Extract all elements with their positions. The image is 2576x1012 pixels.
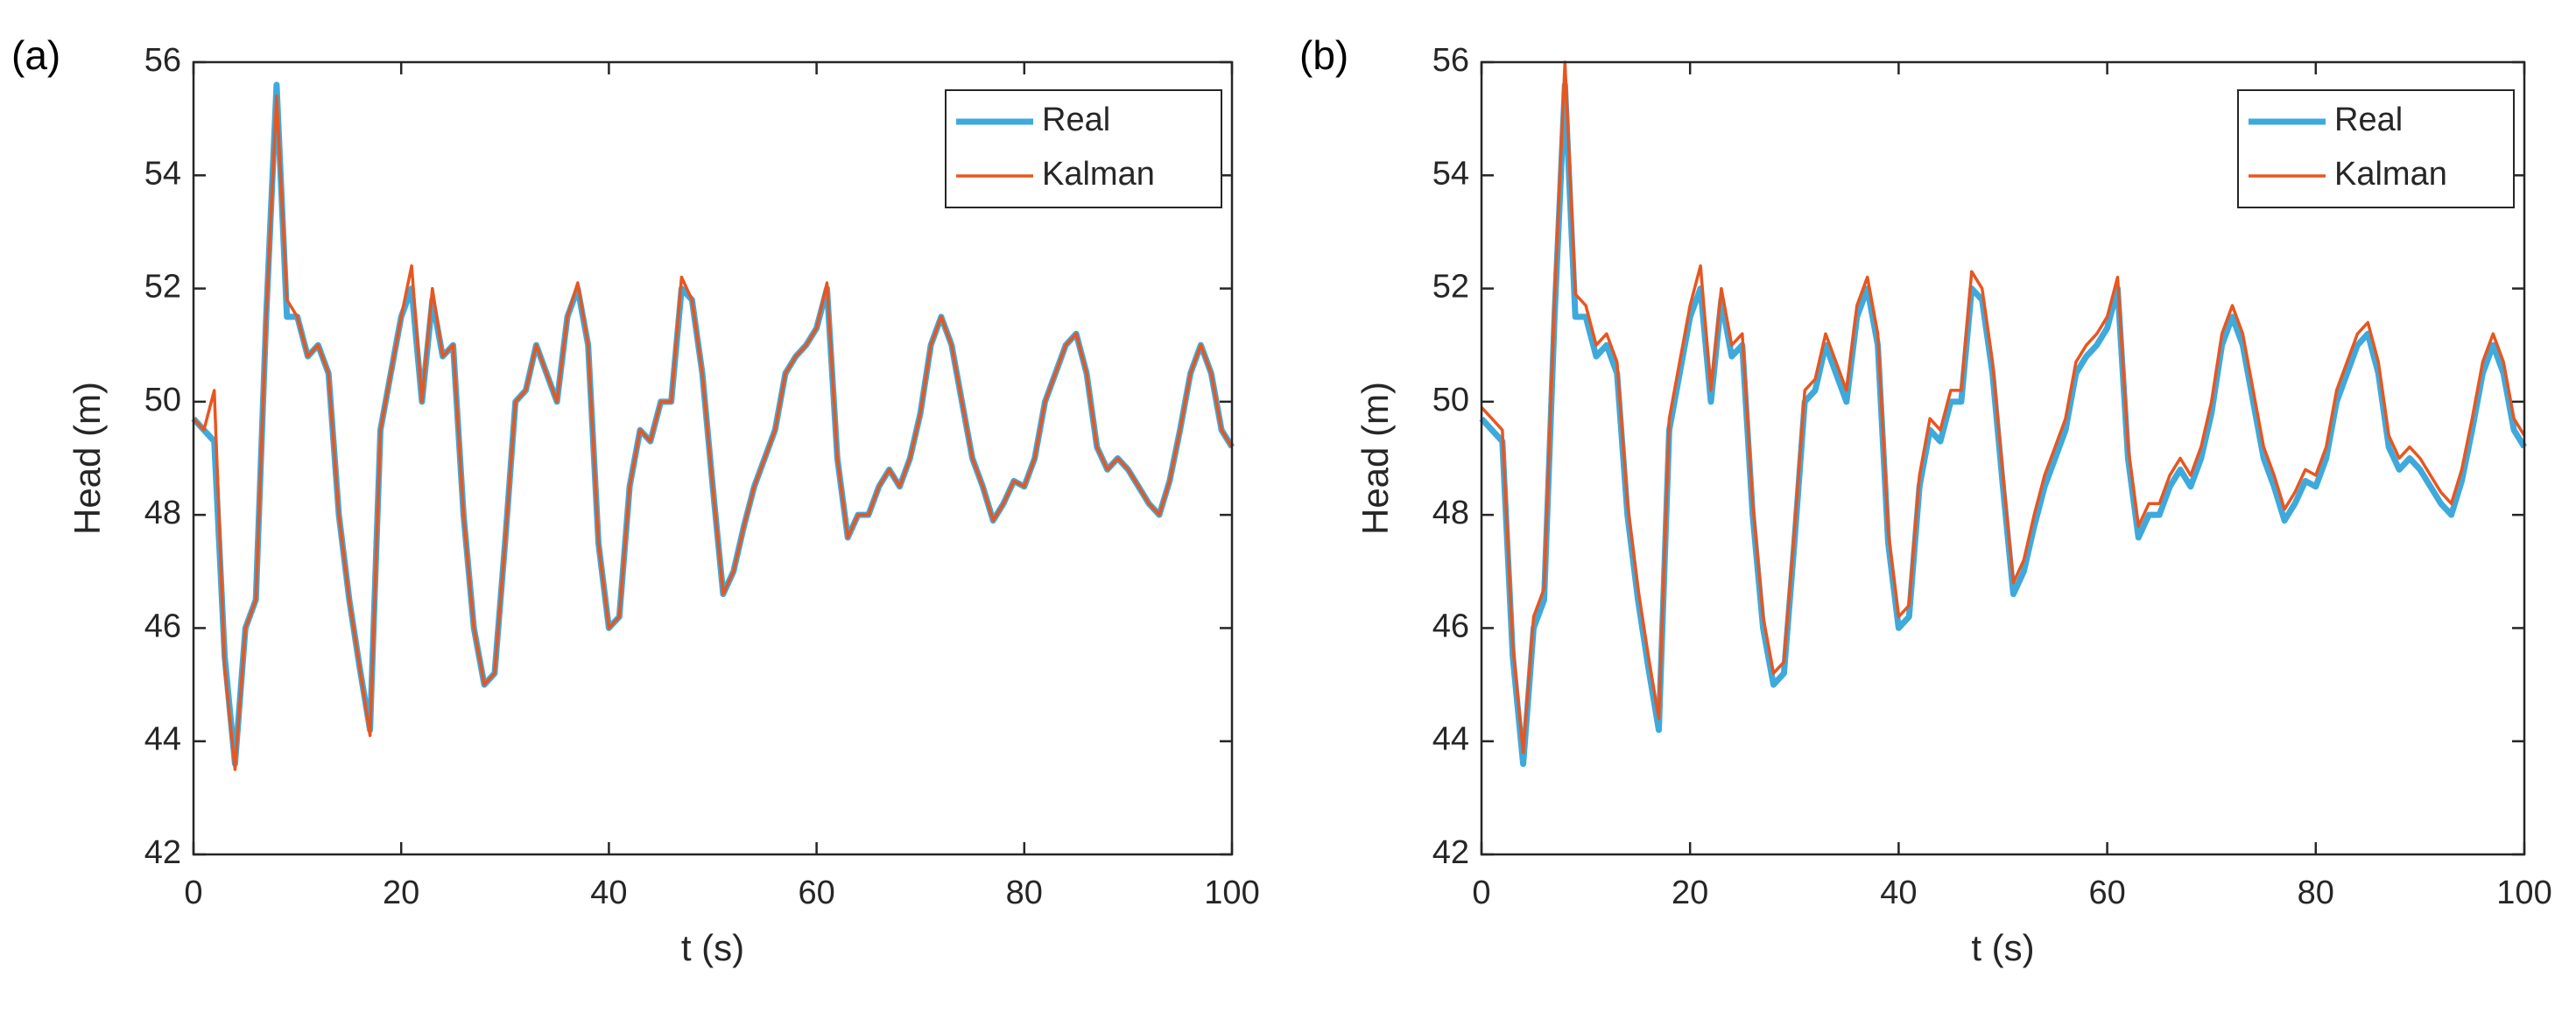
panel-label: (a) — [11, 32, 60, 78]
x-tick-label: 20 — [383, 875, 419, 911]
x-axis-label: t (s) — [681, 927, 744, 968]
x-tick-label: 80 — [2298, 875, 2334, 911]
x-tick-label: 40 — [1880, 875, 1917, 911]
series-line — [1480, 60, 2526, 755]
x-axis-label: t (s) — [1971, 927, 2034, 968]
y-axis-label: Head (m) — [1355, 382, 1396, 535]
legend-label: Real — [2334, 102, 2403, 138]
axes-box — [1480, 60, 2526, 856]
x-tick-label: 0 — [184, 875, 202, 911]
x-tick-label: 60 — [2088, 875, 2125, 911]
y-axis-label: Head (m) — [67, 382, 108, 535]
series-line — [192, 95, 1234, 771]
legend-box — [2237, 89, 2515, 208]
x-tick-label: 20 — [1672, 875, 1708, 911]
y-tick-label: 54 — [144, 155, 181, 192]
y-tick-label: 54 — [1432, 155, 1469, 192]
y-tick-label: 56 — [144, 42, 181, 79]
y-tick-label: 50 — [144, 382, 181, 418]
y-tick-label: 46 — [144, 608, 181, 644]
x-tick-label: 60 — [798, 875, 834, 911]
y-tick-label: 42 — [1432, 834, 1469, 871]
x-tick-label: 0 — [1472, 875, 1490, 911]
y-tick-label: 42 — [144, 834, 181, 871]
axes-box — [192, 60, 1234, 856]
y-tick-label: 50 — [1432, 382, 1469, 418]
x-tick-label: 100 — [2496, 875, 2551, 911]
y-tick-label: 56 — [1432, 42, 1469, 79]
y-tick-label: 52 — [1432, 269, 1469, 306]
legend: Real Kalman — [2237, 89, 2515, 208]
legend-label: Real — [1042, 102, 1110, 138]
y-tick-label: 44 — [144, 721, 181, 758]
y-tick-label: 44 — [1432, 721, 1469, 758]
legend: Real Kalman — [945, 89, 1222, 208]
panel-label: (b) — [1299, 32, 1348, 78]
y-tick-label: 48 — [144, 495, 181, 531]
x-tick-label: 40 — [590, 875, 627, 911]
x-tick-label: 80 — [1006, 875, 1043, 911]
y-tick-label: 52 — [144, 269, 181, 306]
legend-label: Kalman — [1042, 156, 1155, 193]
y-tick-label: 46 — [1432, 608, 1469, 644]
x-tick-label: 100 — [1204, 875, 1259, 911]
legend-label: Kalman — [2334, 156, 2447, 193]
y-tick-label: 48 — [1432, 495, 1469, 531]
legend-box — [945, 89, 1222, 208]
